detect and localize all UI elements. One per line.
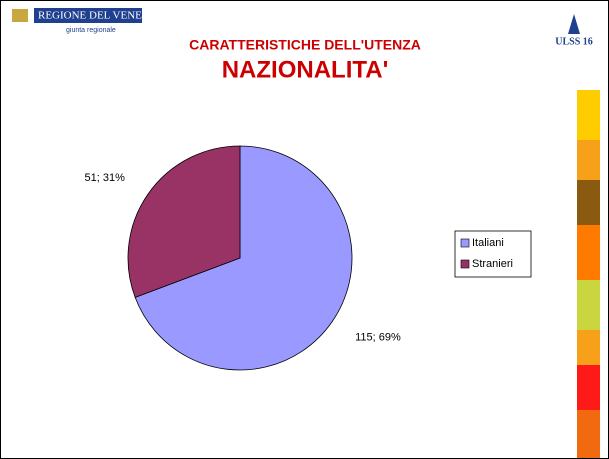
strip-block	[577, 225, 600, 280]
ulss-logo: ULSS 16	[555, 14, 593, 47]
side-strip	[577, 90, 600, 458]
logo-icon	[12, 9, 28, 22]
chart-title: CARATTERISTICHE DELL'UTENZA	[189, 37, 421, 53]
legend-swatch	[460, 238, 470, 248]
strip-block	[577, 180, 600, 225]
strip-block	[577, 140, 600, 180]
legend-box	[454, 230, 532, 278]
org-sub: giunta regionale	[66, 27, 116, 34]
logo-text: ULSS 16	[555, 36, 593, 47]
strip-block	[577, 330, 600, 365]
strip-block	[577, 410, 600, 458]
legend-label: Italiani	[472, 237, 504, 249]
data-label: 51; 31%	[85, 172, 126, 184]
chart-subtitle: NAZIONALITA'	[222, 56, 389, 83]
legend-label: Stranieri	[472, 258, 513, 270]
legend-swatch	[460, 259, 470, 269]
strip-block	[577, 280, 600, 330]
pie-slice	[134, 145, 353, 371]
logo-band	[34, 8, 142, 23]
logo-tower	[568, 14, 580, 34]
org-name: REGIONE DEL VENETO	[38, 10, 156, 22]
strip-block	[577, 365, 600, 410]
data-label: 115; 69%	[355, 332, 401, 344]
header-logo: REGIONE DEL VENETO giunta regionale	[12, 8, 156, 34]
strip-block	[577, 90, 600, 140]
pie-slice	[127, 145, 241, 298]
